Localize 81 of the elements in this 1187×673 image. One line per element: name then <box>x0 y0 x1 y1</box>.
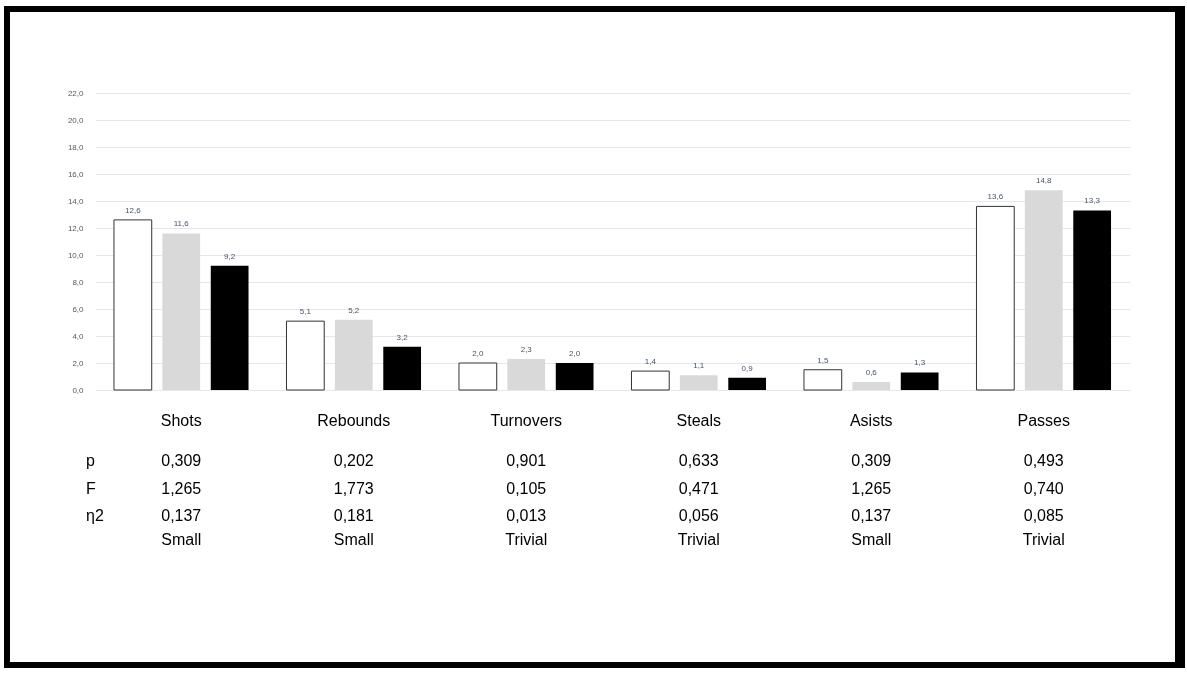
text: Small <box>333 531 374 549</box>
x-tick-label: Rebounds <box>317 411 391 429</box>
bar <box>162 233 201 390</box>
text: 0,740 <box>1023 480 1064 498</box>
text: 0,137 <box>851 507 892 525</box>
data-label: 2,0 <box>569 349 581 358</box>
data-label: 5,1 <box>299 307 312 317</box>
data-label: 12,6 <box>125 205 142 215</box>
text: 0,137 <box>161 507 202 525</box>
bar <box>1073 210 1112 390</box>
text: Small <box>161 531 202 549</box>
y-tick-label: 4,0 <box>72 331 85 341</box>
bar <box>900 372 939 390</box>
bar <box>113 219 153 391</box>
y-tick-label: 2,0 <box>72 358 85 368</box>
data-label: 13,6 <box>987 192 1004 202</box>
bar <box>334 319 373 390</box>
y-tick-label: 10,0 <box>67 250 85 260</box>
text: 0,085 <box>1023 507 1064 525</box>
text: 0,181 <box>333 507 374 525</box>
data-label: 1,3 <box>914 358 926 368</box>
data-label: 11,6 <box>173 219 190 229</box>
bar <box>679 375 718 390</box>
text: F <box>86 480 96 498</box>
data-label: 0,9 <box>741 363 754 373</box>
x-tick-label: Shots <box>160 411 202 429</box>
text: Small <box>851 531 892 549</box>
bar <box>852 381 891 390</box>
data-label: 14,8 <box>1035 176 1053 186</box>
y-tick-label: 8,0 <box>72 277 85 287</box>
text: 0,633 <box>678 452 719 470</box>
bar <box>210 265 249 390</box>
bar <box>458 362 498 391</box>
data-label: 5,2 <box>348 305 360 315</box>
x-tick-label: Turnovers <box>490 411 562 429</box>
x-tick-label: Asists <box>849 411 893 429</box>
text: 0,013 <box>506 507 547 525</box>
x-tick-label: Steals <box>676 411 721 429</box>
text: p <box>86 452 95 470</box>
text: 0,309 <box>161 452 202 470</box>
bar <box>285 320 325 391</box>
y-tick-label: 16,0 <box>67 169 85 179</box>
y-tick-label: 22,0 <box>67 88 85 98</box>
y-tick-label: 18,0 <box>67 142 85 152</box>
text: 0,471 <box>678 480 719 498</box>
text: Trivial <box>677 531 720 549</box>
y-tick-label: 6,0 <box>72 304 85 314</box>
text: 0,202 <box>333 452 374 470</box>
text: 0,105 <box>506 480 547 498</box>
text: 0,493 <box>1023 452 1064 470</box>
bar <box>630 370 670 391</box>
bar <box>803 369 843 391</box>
text: 1,773 <box>333 480 374 498</box>
text: 0,309 <box>851 452 892 470</box>
data-label: 2,0 <box>472 349 484 358</box>
text: η2 <box>86 507 104 525</box>
data-label: 9,2 <box>224 251 236 261</box>
text: Trivial <box>1022 531 1065 549</box>
data-label: 0,6 <box>865 367 878 377</box>
y-tick-label: 14,0 <box>67 196 85 206</box>
y-tick-label: 12,0 <box>67 223 85 233</box>
bar <box>728 377 767 390</box>
bar <box>975 205 1015 391</box>
data-label: 1,5 <box>817 355 829 365</box>
bar <box>1024 190 1063 390</box>
data-label: 1,4 <box>644 357 657 367</box>
data-label: 2,3 <box>520 344 533 354</box>
y-tick-label: 20,0 <box>67 115 85 125</box>
text: 0,901 <box>506 452 547 470</box>
y-tick-label: 0,0 <box>72 385 85 395</box>
bar <box>555 363 594 390</box>
text: Trivial <box>505 531 548 549</box>
x-tick-label: Passes <box>1017 411 1070 429</box>
bar <box>383 346 422 390</box>
text: 1,265 <box>161 480 202 498</box>
data-label: 3,2 <box>396 332 409 342</box>
data-label: 13,3 <box>1084 196 1101 206</box>
text: 1,265 <box>851 480 892 498</box>
data-label: 1,1 <box>693 361 705 371</box>
bar <box>507 358 546 390</box>
text: 0,056 <box>678 507 719 525</box>
